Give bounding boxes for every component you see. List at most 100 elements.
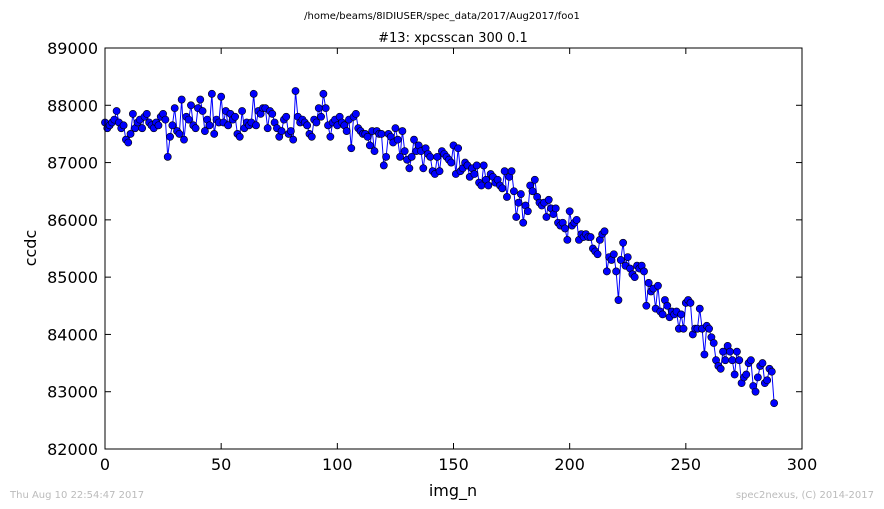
data-point	[119, 121, 128, 130]
data-point	[207, 89, 216, 98]
data-point	[352, 109, 360, 118]
data-point	[291, 87, 300, 95]
data-point	[161, 115, 170, 124]
data-point	[410, 135, 418, 144]
data-point	[507, 167, 516, 176]
data-point	[510, 187, 518, 196]
data-point	[602, 267, 611, 276]
data-point	[249, 89, 258, 98]
data-point	[600, 227, 609, 236]
data-point	[398, 127, 407, 135]
data-point	[612, 267, 621, 276]
data-point	[187, 101, 195, 110]
data-point	[400, 147, 409, 156]
data-point	[726, 347, 734, 356]
data-point	[312, 118, 321, 127]
data-point	[763, 376, 772, 385]
series-line	[104, 90, 775, 404]
data-point	[277, 127, 286, 135]
data-point	[363, 132, 372, 141]
data-point	[282, 112, 291, 121]
data-point	[201, 127, 209, 135]
x-tick-label: 300	[787, 455, 818, 474]
x-tick-label: 150	[438, 455, 469, 474]
data-point	[586, 233, 595, 241]
data-point	[721, 356, 730, 365]
y-tick-label: 86000	[47, 211, 98, 230]
data-point	[663, 301, 672, 310]
data-point	[614, 296, 623, 304]
data-point	[609, 250, 618, 259]
x-tick-label: 200	[554, 455, 585, 474]
x-tick-label: 100	[322, 455, 353, 474]
data-point	[523, 207, 532, 216]
data-point	[530, 175, 539, 184]
data-point	[124, 138, 133, 147]
data-point	[516, 190, 525, 198]
data-point	[252, 121, 260, 130]
data-point	[751, 387, 760, 396]
x-axis-label: img_n	[429, 481, 477, 501]
data-point	[407, 152, 416, 161]
data-point	[289, 135, 298, 144]
data-point	[561, 224, 569, 233]
data-point	[166, 132, 174, 141]
data-point	[180, 135, 188, 144]
data-point	[138, 124, 147, 133]
data-point	[196, 95, 205, 104]
data-point	[263, 124, 272, 133]
data-point	[472, 161, 481, 170]
data-point	[321, 104, 330, 113]
data-point	[593, 250, 602, 259]
data-point	[572, 215, 581, 224]
y-tick-label: 88000	[47, 96, 98, 115]
data-point	[654, 281, 662, 290]
data-point	[238, 107, 246, 115]
series-line-group	[101, 87, 779, 408]
data-point	[528, 187, 537, 196]
data-point	[454, 144, 463, 153]
data-point	[512, 213, 521, 221]
data-point	[642, 301, 651, 310]
y-tick-label: 83000	[47, 383, 98, 402]
data-point	[542, 213, 551, 221]
data-point	[419, 164, 428, 173]
data-point	[231, 112, 240, 121]
data-point	[126, 130, 135, 138]
data-point	[686, 299, 695, 307]
data-point	[396, 152, 404, 161]
y-tick-label: 84000	[47, 325, 98, 344]
data-point	[163, 152, 172, 161]
data-point	[303, 121, 312, 130]
data-point	[479, 161, 488, 170]
data-point	[307, 132, 316, 141]
data-point	[154, 121, 163, 130]
data-point	[433, 152, 442, 161]
data-point	[733, 347, 741, 356]
y-tick-label: 87000	[47, 154, 98, 173]
data-point	[191, 124, 200, 133]
data-point	[695, 304, 704, 313]
data-point	[286, 127, 295, 135]
data-point	[563, 236, 572, 244]
data-point	[640, 267, 648, 276]
data-point	[658, 310, 667, 319]
data-point	[770, 399, 779, 408]
data-point	[198, 107, 207, 115]
data-point	[447, 158, 456, 167]
data-point	[735, 356, 744, 365]
data-point	[677, 310, 686, 319]
data-point	[347, 144, 356, 153]
data-point	[514, 198, 523, 207]
data-point	[767, 367, 776, 376]
data-point	[317, 112, 325, 121]
data-point	[393, 135, 402, 144]
axes-frame	[104, 47, 803, 450]
data-point	[746, 356, 755, 365]
data-point	[175, 130, 184, 138]
data-point	[112, 107, 121, 115]
data-point	[268, 109, 277, 118]
y-tick-label: 85000	[47, 268, 98, 287]
data-point	[142, 109, 151, 118]
